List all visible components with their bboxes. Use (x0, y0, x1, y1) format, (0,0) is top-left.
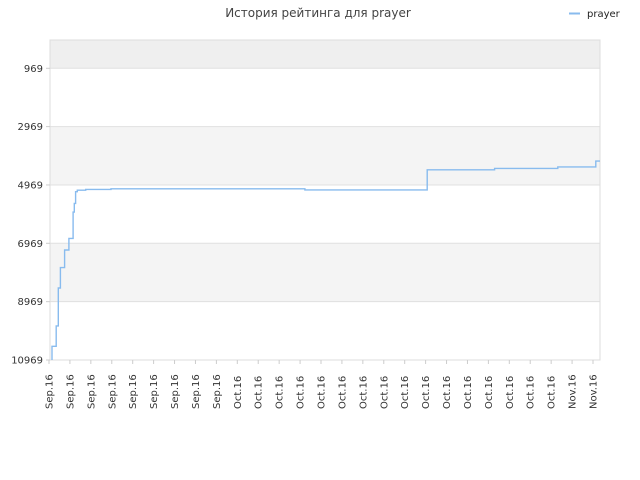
x-tick-label: Sep.16 (45, 374, 56, 409)
y-axis: 969 2969 4969 6969 8969 10969 (11, 64, 50, 367)
x-tick-label: Oct.16 (442, 376, 453, 409)
x-tick-label: Oct.16 (463, 376, 474, 409)
x-tick-label: Oct.16 (421, 376, 432, 409)
grid-lines (49, 39, 601, 361)
legend-label-prayer: prayer (587, 9, 621, 20)
x-tick-label: Oct.16 (526, 376, 537, 409)
x-tick-label: Oct.16 (484, 376, 495, 409)
x-tick-label: Oct.16 (400, 376, 411, 409)
plot-band (50, 40, 600, 69)
x-tick-label: Sep.16 (86, 374, 97, 409)
x-axis: Sep.16 Sep.16 Sep.16 Sep.16 Sep.16 Sep.16 Sep.… (45, 360, 600, 409)
y-tick-label: 10969 (11, 356, 43, 367)
x-tick-label: Oct.16 (275, 376, 286, 409)
y-tick-label: 2969 (18, 122, 43, 133)
plot-band (50, 126, 600, 185)
x-tick-label: Oct.16 (379, 376, 390, 409)
x-tick-label: Nov.16 (568, 374, 579, 409)
y-tick-label: 4969 (18, 180, 43, 191)
chart-title: История рейтинга для prayer (225, 6, 411, 20)
y-tick-label: 8969 (18, 297, 43, 308)
x-tick-label: Oct.16 (317, 376, 328, 409)
x-tick-label: Oct.16 (547, 376, 558, 409)
x-tick-label: Sep.16 (212, 374, 223, 409)
x-tick-label: Sep.16 (128, 374, 139, 409)
plot-band (50, 243, 600, 302)
series-layer (51, 160, 600, 360)
plot-frame (49, 39, 601, 361)
x-tick-label: Sep.16 (149, 374, 160, 409)
x-tick-label: Oct.16 (337, 376, 348, 409)
y-tick-label: 6969 (18, 239, 43, 250)
x-tick-label: Nov.16 (589, 374, 600, 409)
x-tick-label: Oct.16 (358, 376, 369, 409)
x-tick-label: Sep.16 (170, 374, 181, 409)
x-tick-label: Oct.16 (233, 376, 244, 409)
legend[interactable]: prayer (569, 9, 621, 20)
plot-bands (50, 40, 600, 360)
x-tick-label: Sep.16 (107, 374, 118, 409)
x-tick-label: Sep.16 (65, 374, 76, 409)
x-tick-label: Oct.16 (254, 376, 265, 409)
plot-band (50, 184, 600, 244)
series-line-prayer (51, 160, 600, 360)
plot-band (50, 68, 600, 127)
x-tick-label: Oct.16 (505, 376, 516, 409)
plot-band (50, 301, 600, 360)
y-tick-label: 969 (24, 64, 43, 75)
x-tick-label: Oct.16 (296, 376, 307, 409)
x-tick-label: Sep.16 (191, 374, 202, 409)
